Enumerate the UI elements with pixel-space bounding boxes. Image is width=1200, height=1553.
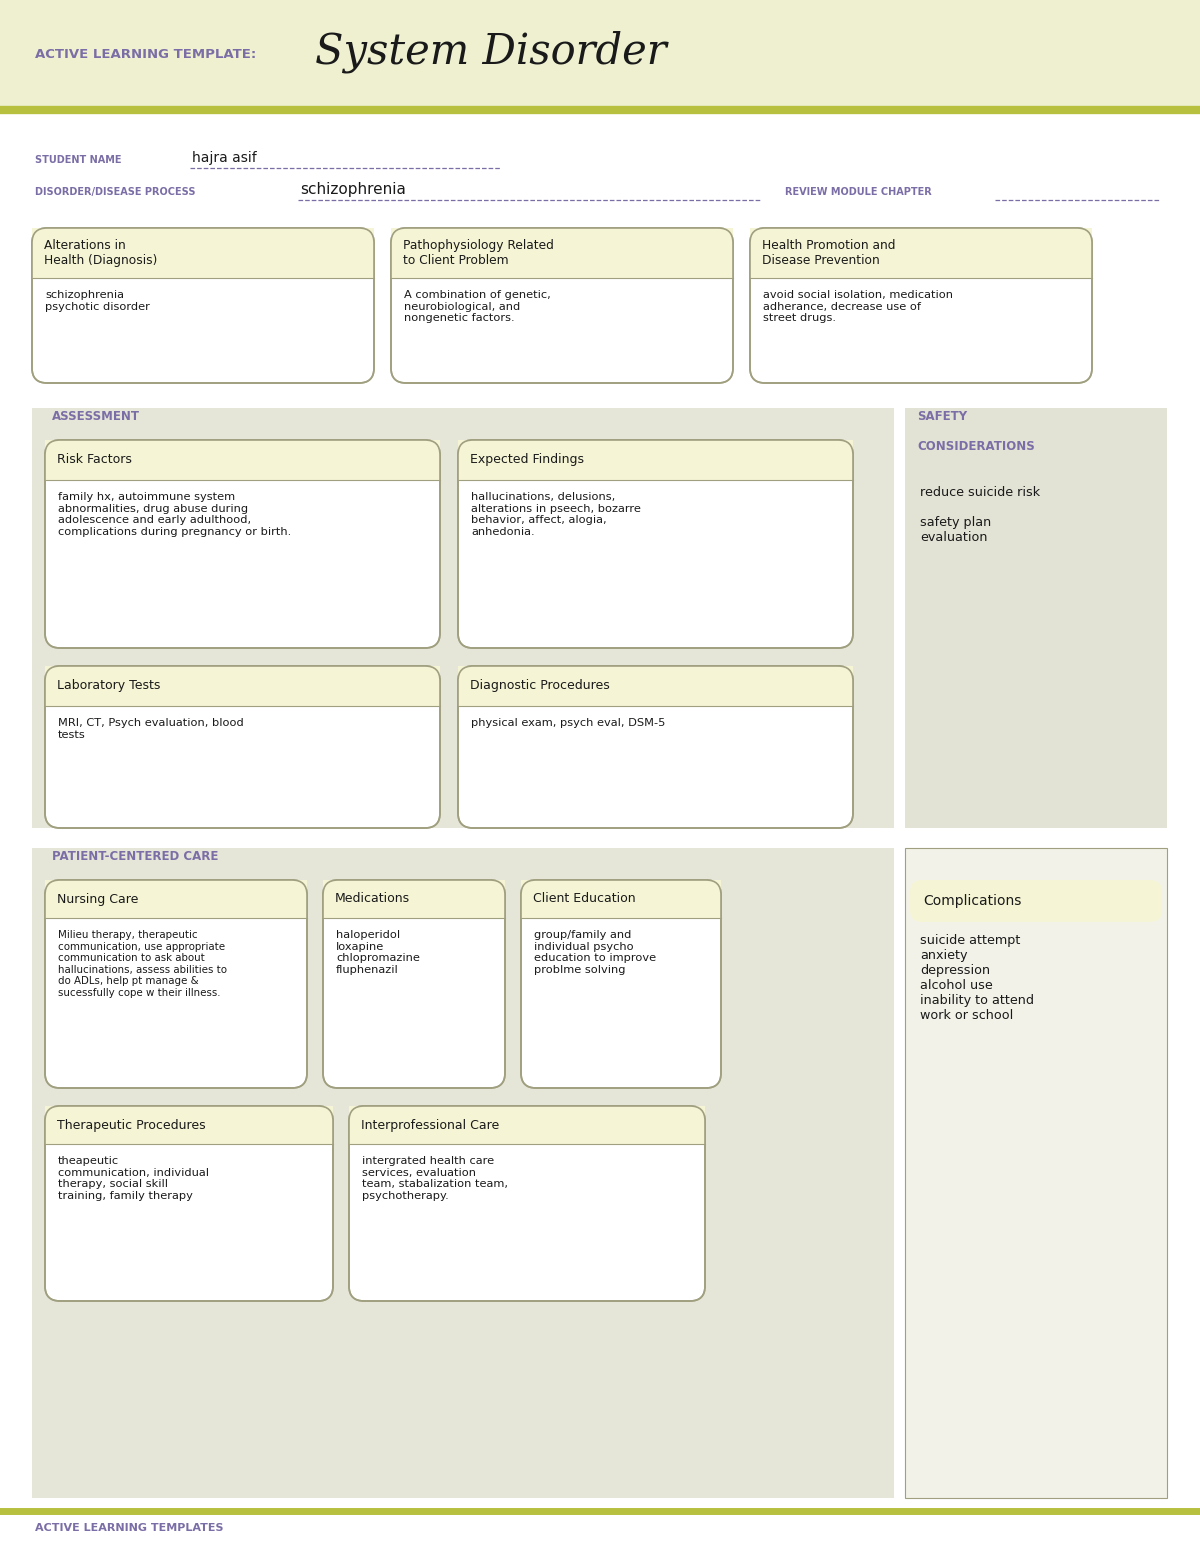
Text: REVIEW MODULE CHAPTER: REVIEW MODULE CHAPTER [785, 186, 931, 197]
Text: schizophrenia
psychotic disorder: schizophrenia psychotic disorder [46, 290, 150, 312]
Text: CONSIDERATIONS: CONSIDERATIONS [917, 439, 1034, 453]
Text: schizophrenia: schizophrenia [300, 182, 406, 197]
Text: group/family and
individual psycho
education to improve
problme solving: group/family and individual psycho educa… [534, 930, 656, 975]
Text: Therapeutic Procedures: Therapeutic Procedures [58, 1118, 205, 1132]
Text: Risk Factors: Risk Factors [58, 453, 132, 466]
Text: Client Education: Client Education [533, 893, 636, 905]
Text: avoid social isolation, medication
adherance, decrease use of
street drugs.: avoid social isolation, medication adher… [763, 290, 953, 323]
Text: Medications: Medications [335, 893, 410, 905]
Text: Complications: Complications [923, 895, 1021, 909]
FancyBboxPatch shape [32, 228, 374, 384]
Text: SAFETY: SAFETY [917, 410, 967, 422]
FancyBboxPatch shape [46, 1106, 334, 1301]
Text: hallucinations, delusions,
alterations in pseech, bozarre
behavior, affect, alog: hallucinations, delusions, alterations i… [470, 492, 641, 537]
Bar [750, 228, 1092, 278]
Text: ASSESSMENT: ASSESSMENT [52, 410, 140, 422]
Text: Health Promotion and
Disease Prevention: Health Promotion and Disease Prevention [762, 239, 895, 267]
Text: DISORDER/DISEASE PROCESS: DISORDER/DISEASE PROCESS [35, 186, 196, 197]
Text: A combination of genetic,
neurobiological, and
nongenetic factors.: A combination of genetic, neurobiologica… [404, 290, 551, 323]
Bar [32, 228, 374, 278]
Text: ACTIVE LEARNING TEMPLATE:: ACTIVE LEARNING TEMPLATE: [35, 48, 257, 62]
FancyBboxPatch shape [910, 881, 1162, 922]
FancyBboxPatch shape [458, 439, 853, 648]
Bar [32, 408, 894, 828]
Text: family hx, autoimmune system
abnormalities, drug abuse during
adolescence and ea: family hx, autoimmune system abnormaliti… [58, 492, 292, 537]
Bar [391, 228, 733, 278]
Bar [46, 439, 440, 480]
Text: Expected Findings: Expected Findings [470, 453, 584, 466]
Text: System Disorder: System Disorder [314, 31, 667, 73]
Bar [349, 1106, 706, 1145]
Text: reduce suicide risk

safety plan
evaluation: reduce suicide risk safety plan evaluati… [920, 486, 1040, 544]
Text: PATIENT-CENTERED CARE: PATIENT-CENTERED CARE [52, 849, 218, 863]
FancyBboxPatch shape [46, 666, 440, 828]
Bar [905, 408, 1168, 828]
Text: STUDENT NAME: STUDENT NAME [35, 155, 121, 165]
FancyBboxPatch shape [323, 881, 505, 1089]
Bar [46, 666, 440, 707]
FancyBboxPatch shape [46, 881, 307, 1089]
FancyBboxPatch shape [46, 439, 440, 648]
FancyBboxPatch shape [458, 666, 853, 828]
Text: MRI, CT, Psych evaluation, blood
tests: MRI, CT, Psych evaluation, blood tests [58, 717, 244, 739]
Bar [905, 848, 1168, 1499]
Text: Diagnostic Procedures: Diagnostic Procedures [470, 680, 610, 693]
Text: Alterations in
Health (Diagnosis): Alterations in Health (Diagnosis) [44, 239, 157, 267]
FancyBboxPatch shape [750, 228, 1092, 384]
Bar [46, 881, 307, 918]
Text: suicide attempt
anxiety
depression
alcohol use
inability to attend
work or schoo: suicide attempt anxiety depression alcoh… [920, 933, 1034, 1022]
Bar [521, 881, 721, 918]
Bar [458, 439, 853, 480]
Text: haloperidol
loxapine
chlopromazine
fluphenazil: haloperidol loxapine chlopromazine fluph… [336, 930, 420, 975]
FancyBboxPatch shape [391, 228, 733, 384]
Text: Laboratory Tests: Laboratory Tests [58, 680, 161, 693]
Text: Interprofessional Care: Interprofessional Care [361, 1118, 499, 1132]
Text: Pathophysiology Related
to Client Problem: Pathophysiology Related to Client Proble… [403, 239, 554, 267]
FancyBboxPatch shape [349, 1106, 706, 1301]
Bar [0, 0, 1200, 110]
Text: hajra asif: hajra asif [192, 151, 257, 165]
Bar [32, 848, 894, 1499]
Text: physical exam, psych eval, DSM-5: physical exam, psych eval, DSM-5 [470, 717, 665, 728]
Bar [46, 1106, 334, 1145]
Bar [323, 881, 505, 918]
Text: ACTIVE LEARNING TEMPLATES: ACTIVE LEARNING TEMPLATES [35, 1523, 223, 1533]
FancyBboxPatch shape [521, 881, 721, 1089]
Text: Nursing Care: Nursing Care [58, 893, 138, 905]
Bar [458, 666, 853, 707]
Text: Milieu therapy, therapeutic
communication, use appropriate
communication to ask : Milieu therapy, therapeutic communicatio… [58, 930, 227, 999]
Text: intergrated health care
services, evaluation
team, stabalization team,
psychothe: intergrated health care services, evalua… [362, 1155, 508, 1200]
Text: theapeutic
communication, individual
therapy, social skill
training, family ther: theapeutic communication, individual the… [58, 1155, 209, 1200]
